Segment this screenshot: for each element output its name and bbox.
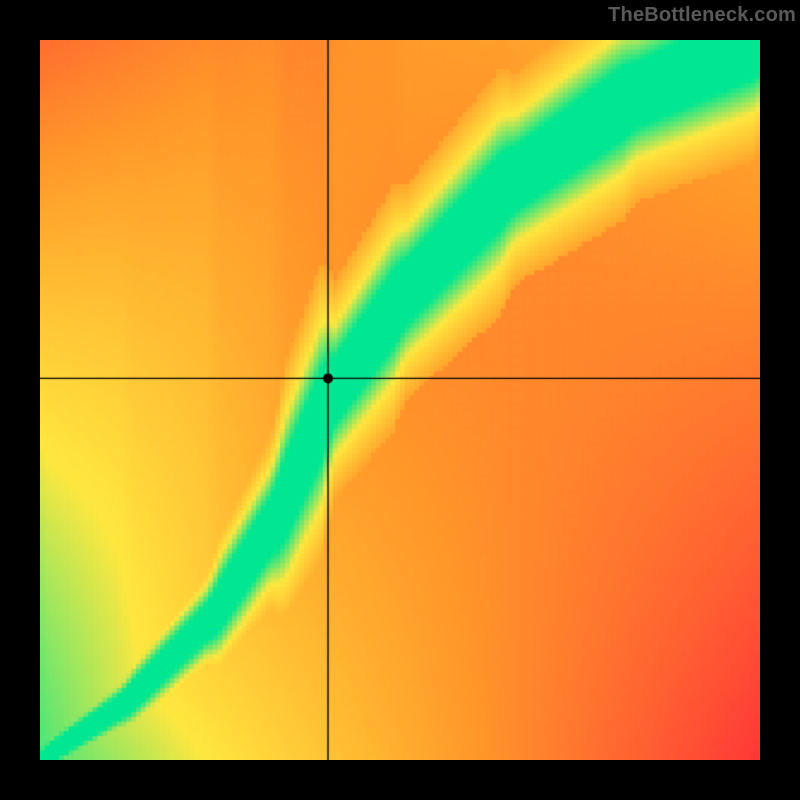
bottleneck-heatmap (40, 40, 760, 760)
attribution-text: TheBottleneck.com (608, 4, 796, 27)
